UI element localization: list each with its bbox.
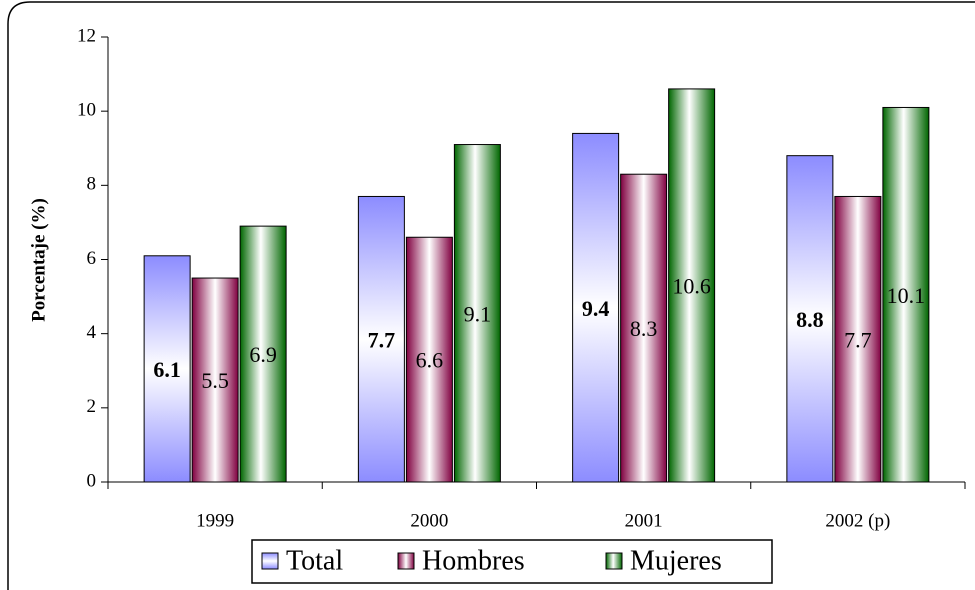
data-label: 10.6: [672, 274, 711, 299]
y-tick-label: 6: [87, 248, 97, 269]
bar: [834, 195, 882, 483]
y-axis-title: Porcentaje (%): [28, 198, 49, 322]
bar: [405, 236, 453, 483]
y-tick-label: 12: [77, 25, 96, 46]
bar: [357, 195, 405, 483]
frame: [7, 1, 975, 590]
x-tick-label: 1999: [196, 510, 234, 531]
legend-label: Hombres: [422, 545, 525, 576]
y-tick-label: 8: [87, 174, 97, 195]
bar: [191, 277, 239, 483]
bar: [668, 88, 716, 483]
legend: [251, 539, 773, 584]
bar: [620, 173, 668, 483]
data-label: 9.1: [464, 301, 492, 326]
bar: [239, 225, 287, 483]
x-tick-label: 2002 (p): [825, 510, 890, 531]
legend-swatch: [605, 552, 623, 570]
y-tick-label: 2: [87, 396, 97, 417]
data-label: 6.9: [249, 342, 277, 367]
data-label: 6.1: [153, 357, 181, 382]
x-tick-label: 2001: [625, 510, 663, 531]
data-label: 7.7: [844, 327, 872, 352]
data-label: 6.6: [416, 348, 444, 373]
y-tick-label: 10: [77, 100, 96, 121]
y-tick-label: 0: [87, 470, 97, 491]
x-tick-label: 2000: [410, 510, 448, 531]
bar: [572, 132, 620, 483]
legend-label: Mujeres: [630, 545, 722, 576]
data-label: 8.8: [796, 307, 824, 332]
bar: [786, 155, 834, 483]
data-label: 8.3: [630, 316, 658, 341]
bar: [882, 106, 930, 483]
legend-label: Total: [286, 545, 343, 576]
data-label: 7.7: [368, 327, 396, 352]
bar: [453, 144, 501, 483]
data-label: 10.1: [887, 283, 926, 308]
legend-swatch: [397, 552, 415, 570]
legend-swatch: [261, 552, 279, 570]
y-tick-label: 4: [87, 322, 97, 343]
data-label: 9.4: [582, 296, 610, 321]
bar: [143, 255, 191, 483]
data-label: 5.5: [201, 368, 229, 393]
